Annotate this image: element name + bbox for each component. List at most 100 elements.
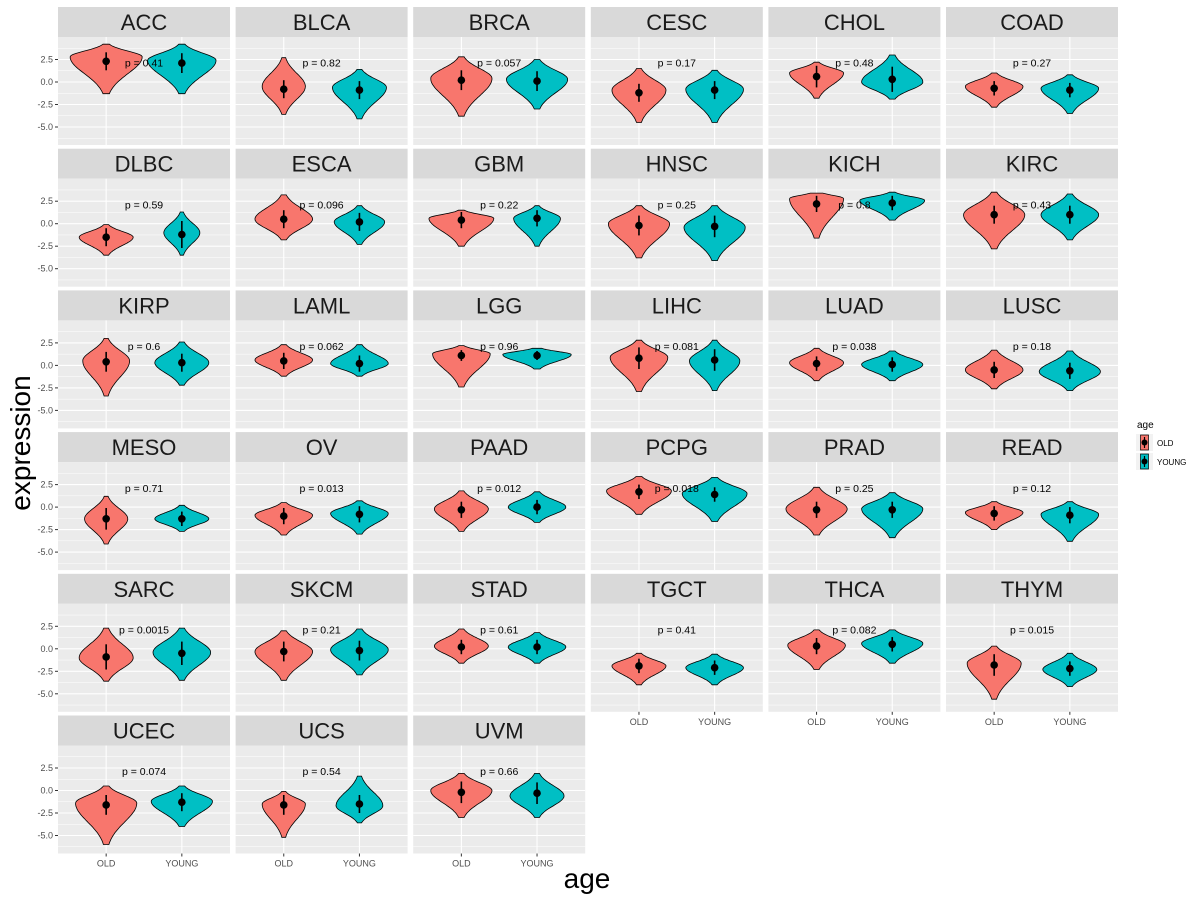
facet-strip bbox=[235, 148, 408, 179]
mean-point bbox=[355, 800, 364, 808]
facet-strip bbox=[590, 432, 763, 463]
panel-background bbox=[413, 320, 586, 429]
mean-point bbox=[355, 510, 364, 519]
mean-point bbox=[635, 354, 643, 363]
facet-panel-read: READ p = 0.12 bbox=[946, 432, 1118, 571]
facet-strip bbox=[413, 432, 586, 463]
facet-label: UVM bbox=[475, 719, 524, 744]
mean-point bbox=[990, 366, 998, 374]
y-tick-label: -5.0 bbox=[37, 547, 53, 557]
p-value-label: p = 0.082 bbox=[832, 625, 876, 637]
facet-label: SARC bbox=[113, 577, 174, 602]
mean-point bbox=[635, 221, 643, 230]
legend-title: age bbox=[1137, 420, 1154, 431]
p-value-label: p = 0.057 bbox=[477, 58, 521, 70]
facet-strip bbox=[946, 573, 1118, 604]
p-value-label: p = 0.062 bbox=[300, 341, 344, 353]
p-value-label: p = 0.013 bbox=[300, 483, 344, 495]
mean-point bbox=[457, 351, 466, 360]
facet-label: DLBC bbox=[115, 152, 174, 177]
facet-label: LIHC bbox=[652, 293, 702, 318]
legend-point bbox=[1141, 458, 1148, 465]
x-axis-title: age bbox=[564, 863, 611, 894]
panel-background bbox=[235, 178, 408, 287]
mean-point bbox=[457, 216, 466, 224]
mean-point bbox=[635, 488, 643, 496]
facet-panel-brca: BRCA p = 0.057 bbox=[413, 7, 586, 145]
y-tick-label: -2.5 bbox=[37, 808, 53, 818]
panel-background bbox=[58, 320, 230, 429]
facet-label: SKCM bbox=[290, 577, 354, 602]
panel-background bbox=[768, 178, 941, 287]
facet-strip bbox=[235, 573, 408, 604]
legend-label: OLD bbox=[1157, 439, 1174, 448]
facet-label: UCEC bbox=[113, 719, 175, 744]
mean-point bbox=[1066, 664, 1074, 673]
panel-background bbox=[590, 462, 763, 571]
violin-old bbox=[432, 345, 491, 388]
facet-label: LGG bbox=[476, 293, 522, 318]
facet-panel-blca: BLCA p = 0.82 bbox=[235, 7, 408, 145]
facet-panel-tgct: TGCT OLD YOUNG p = 0.41 bbox=[590, 573, 763, 727]
mean-point bbox=[279, 647, 288, 656]
y-tick-label: 0.0 bbox=[40, 77, 53, 87]
facet-label: PCPG bbox=[646, 435, 708, 460]
facet-panel-ov: OV p = 0.013 bbox=[235, 432, 408, 571]
facet-label: GBM bbox=[474, 152, 524, 177]
facet-panel-kich: KICH p = 0.8 bbox=[768, 148, 941, 287]
mean-point bbox=[355, 218, 364, 226]
p-value-label: p = 0.82 bbox=[302, 58, 340, 70]
facet-label: BRCA bbox=[469, 10, 530, 35]
mean-point bbox=[710, 356, 719, 364]
mean-point bbox=[635, 89, 643, 97]
y-tick-label: 2.5 bbox=[40, 55, 53, 65]
mean-point bbox=[812, 359, 821, 368]
facet-panel-lihc: LIHC p = 0.081 bbox=[590, 290, 763, 429]
p-value-label: p = 0.25 bbox=[658, 199, 696, 211]
facet-panel-pcpg: PCPG p = 0.018 bbox=[590, 432, 763, 571]
facet-label: HNSC bbox=[646, 152, 708, 177]
mean-point bbox=[178, 515, 186, 523]
p-value-label: p = 0.015 bbox=[1010, 625, 1054, 637]
mean-point bbox=[102, 233, 110, 241]
mean-point bbox=[1066, 367, 1074, 375]
mean-point bbox=[1066, 210, 1074, 219]
y-tick-label: -2.5 bbox=[37, 525, 53, 535]
p-value-label: p = 0.0015 bbox=[119, 625, 169, 637]
facet-strip bbox=[58, 573, 230, 604]
legend: age OLD YOUNG bbox=[1136, 420, 1186, 470]
facet-label: STAD bbox=[471, 577, 528, 602]
mean-point bbox=[1066, 86, 1074, 94]
panel-background bbox=[768, 603, 941, 712]
facet-panel-prad: PRAD p = 0.25 bbox=[768, 432, 941, 571]
facet-panel-laml: LAML p = 0.062 bbox=[235, 290, 408, 429]
mean-point bbox=[355, 359, 364, 368]
panel-background bbox=[768, 320, 941, 429]
p-value-label: p = 0.41 bbox=[125, 58, 163, 70]
x-tick-label: OLD bbox=[807, 717, 826, 727]
facet-label: LAML bbox=[293, 293, 350, 318]
facet-strip bbox=[946, 290, 1118, 321]
facet-strip bbox=[768, 432, 941, 463]
mean-point bbox=[279, 512, 288, 520]
mean-point bbox=[279, 85, 288, 93]
facet-strip bbox=[946, 148, 1118, 179]
mean-point bbox=[888, 640, 897, 649]
p-value-label: p = 0.66 bbox=[480, 766, 518, 778]
facet-strip bbox=[58, 432, 230, 463]
legend-item-young: YOUNG bbox=[1136, 453, 1186, 470]
y-tick-label: -5.0 bbox=[37, 122, 53, 132]
p-value-label: p = 0.59 bbox=[125, 199, 163, 211]
mean-point bbox=[812, 72, 821, 81]
mean-point bbox=[710, 86, 719, 94]
facet-label: CHOL bbox=[824, 10, 885, 35]
mean-point bbox=[457, 788, 466, 797]
facet-panel-ucec: UCEC 2.5 0.0 -2.5 -5.0 OLD YOUNG p = 0.074 bbox=[37, 715, 230, 869]
p-value-label: p = 0.096 bbox=[300, 199, 344, 211]
mean-point bbox=[812, 200, 821, 208]
violin-old bbox=[789, 192, 845, 239]
facet-panel-luad: LUAD p = 0.038 bbox=[768, 290, 941, 429]
y-tick-label: -5.0 bbox=[37, 831, 53, 841]
